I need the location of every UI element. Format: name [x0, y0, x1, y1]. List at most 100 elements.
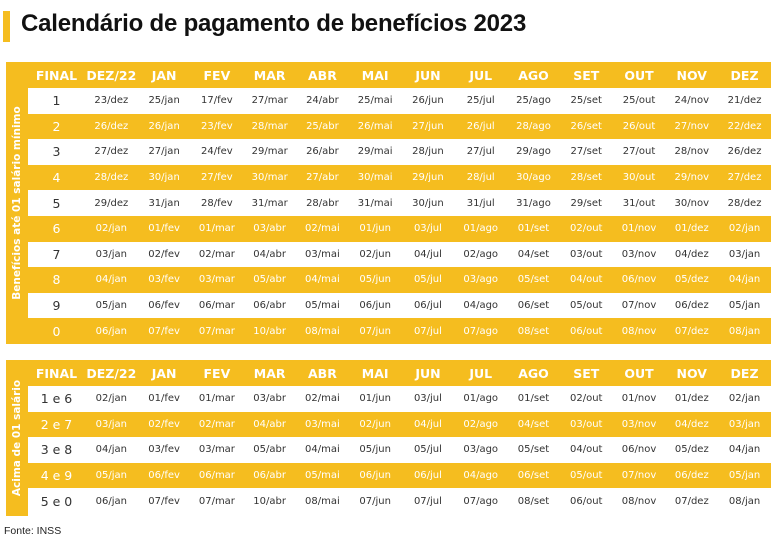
column-header: JUN [415, 67, 441, 83]
final-digit-cell: 8 [52, 272, 61, 288]
payment-date-cell: 04/jan [728, 274, 761, 286]
payment-date-cell: 04/abr [253, 248, 286, 260]
column-header: ABR [308, 67, 337, 83]
payment-date-cell: 01/ago [463, 223, 499, 235]
table-header-row: FINAL DEZ/22 JAN FEV MAR ABR MAI JUN JUL AGO SET OU… [28, 360, 771, 386]
column-header: ABR [308, 365, 337, 381]
table-row: 3 e 8 04/jan 03/fev 03/mar 05/abr 04/mai 05/ju… [28, 437, 771, 463]
payment-date-cell: 26/out [622, 120, 656, 132]
payment-date-cell: 02/mar [198, 248, 235, 260]
table-row: 7 03/jan 02/fev 02/mar 04/abr 03/mai 02/jun 04/… [28, 241, 771, 268]
table-benefits-min-wage: Benefícios até 01 salário mínimo FINAL DE… [6, 62, 771, 344]
payment-date-cell: 05/mai [305, 470, 340, 482]
column-header: SET [573, 365, 600, 381]
payment-date-cell: 31/out [622, 197, 656, 209]
payment-date-cell: 05/jun [359, 274, 391, 286]
payment-date-cell: 26/dez [94, 120, 129, 132]
payment-date-cell: 05/jan [728, 470, 761, 482]
payment-date-cell: 05/mai [305, 300, 340, 312]
payment-date-cell: 06/dez [674, 470, 709, 482]
table-row: 1 e 6 02/jan 01/fev 01/mar 03/abr 02/mai 01/ju… [28, 386, 771, 412]
payment-date-cell: 24/nov [674, 95, 709, 107]
payment-date-cell: 03/abr [253, 223, 286, 235]
payment-date-cell: 26/set [570, 120, 602, 132]
payment-date-cell: 02/jun [359, 248, 391, 260]
payment-date-cell: 07/ago [463, 495, 499, 507]
payment-date-cell: 31/ago [516, 197, 551, 209]
payment-date-cell: 26/dez [727, 146, 762, 158]
payment-date-cell: 05/out [570, 300, 603, 312]
payment-date-cell: 08/set [517, 325, 550, 337]
payment-date-cell: 06/nov [621, 444, 657, 456]
table-benefits-above-min-wage: Acima de 01 salário FINAL DEZ/22 JAN FEV MAR… [6, 360, 771, 516]
title-accent-bar [3, 11, 10, 42]
payment-date-cell: 02/jan [95, 223, 128, 235]
payment-date-cell: 05/jun [359, 444, 391, 456]
payment-date-cell: 08/jan [728, 325, 761, 337]
payment-date-cell: 01/fev [148, 393, 180, 405]
payment-date-cell: 06/set [517, 300, 550, 312]
payment-date-cell: 08/jan [728, 495, 761, 507]
payment-date-cell: 29/nov [674, 172, 709, 184]
payment-date-cell: 03/out [570, 418, 603, 430]
payment-date-cell: 28/mar [251, 120, 288, 132]
payment-date-cell: 04/ago [463, 300, 499, 312]
payment-date-cell: 04/jul [413, 248, 442, 260]
table-row: 8 04/jan 03/fev 03/mar 05/abr 04/mai 05/jun 05/… [28, 267, 771, 293]
payment-date-cell: 28/abr [306, 197, 339, 209]
final-digit-cell: 1 [52, 93, 61, 109]
payment-date-cell: 02/mai [305, 223, 340, 235]
payment-date-cell: 07/fev [148, 325, 180, 337]
payment-date-cell: 26/jun [412, 95, 444, 107]
final-digit-cell: 3 [52, 144, 61, 160]
payment-date-cell: 01/ago [463, 393, 499, 405]
payment-date-cell: 07/ago [463, 325, 499, 337]
payment-date-cell: 03/fev [148, 444, 180, 456]
payment-date-cell: 06/fev [148, 300, 180, 312]
payment-date-cell: 26/jan [148, 120, 180, 132]
payment-date-cell: 27/out [622, 146, 656, 158]
payment-date-cell: 02/out [570, 393, 603, 405]
payment-date-cell: 07/jun [359, 325, 391, 337]
payment-date-cell: 04/dez [674, 248, 709, 260]
payment-date-cell: 04/mai [305, 274, 340, 286]
payment-date-cell: 26/jul [466, 120, 495, 132]
payment-date-cell: 25/out [622, 95, 656, 107]
payment-date-cell: 05/abr [253, 274, 286, 286]
payment-date-cell: 29/set [570, 197, 602, 209]
table-row: 5 29/dez 31/jan 28/fev 31/mar 28/abr 31/mai 30/… [28, 190, 771, 216]
table-row: 9 05/jan 06/fev 06/mar 06/abr 05/mai 06/jun 06/… [28, 292, 771, 319]
final-digit-cell: 0 [52, 323, 61, 339]
payment-date-cell: 04/jan [728, 444, 761, 456]
payment-date-cell: 21/dez [727, 95, 762, 107]
payment-date-cell: 01/nov [621, 393, 657, 405]
payment-date-cell: 26/abr [306, 146, 339, 158]
payment-date-cell: 08/set [517, 495, 550, 507]
payment-date-cell: 03/mar [198, 444, 235, 456]
column-header: OUT [624, 67, 654, 83]
payment-date-cell: 06/out [570, 495, 603, 507]
payment-date-cell: 30/jan [148, 172, 180, 184]
payment-date-cell: 31/mar [251, 197, 288, 209]
payment-date-cell: 04/ago [463, 470, 499, 482]
final-digit-cell: 5 [52, 195, 61, 211]
payment-date-cell: 06/out [570, 325, 603, 337]
payment-date-cell: 01/set [517, 393, 550, 405]
column-header: NOV [676, 67, 707, 83]
payment-date-cell: 03/nov [621, 418, 657, 430]
payment-date-cell: 08/nov [621, 325, 657, 337]
payment-date-cell: 01/set [517, 223, 550, 235]
payment-date-cell: 27/set [570, 146, 602, 158]
payment-date-cell: 26/mai [357, 120, 393, 132]
column-header: FEV [203, 67, 231, 83]
payment-date-cell: 05/jan [95, 470, 128, 482]
payment-date-cell: 23/dez [94, 95, 129, 107]
payment-date-cell: 03/ago [463, 274, 499, 286]
column-header: DEZ [730, 67, 759, 83]
final-digit-cell: 6 [52, 221, 61, 237]
payment-date-cell: 06/fev [148, 470, 180, 482]
payment-date-cell: 02/fev [148, 418, 180, 430]
payment-date-cell: 07/dez [674, 495, 709, 507]
payment-date-cell: 29/jun [412, 172, 444, 184]
payment-date-cell: 25/mai [357, 95, 393, 107]
